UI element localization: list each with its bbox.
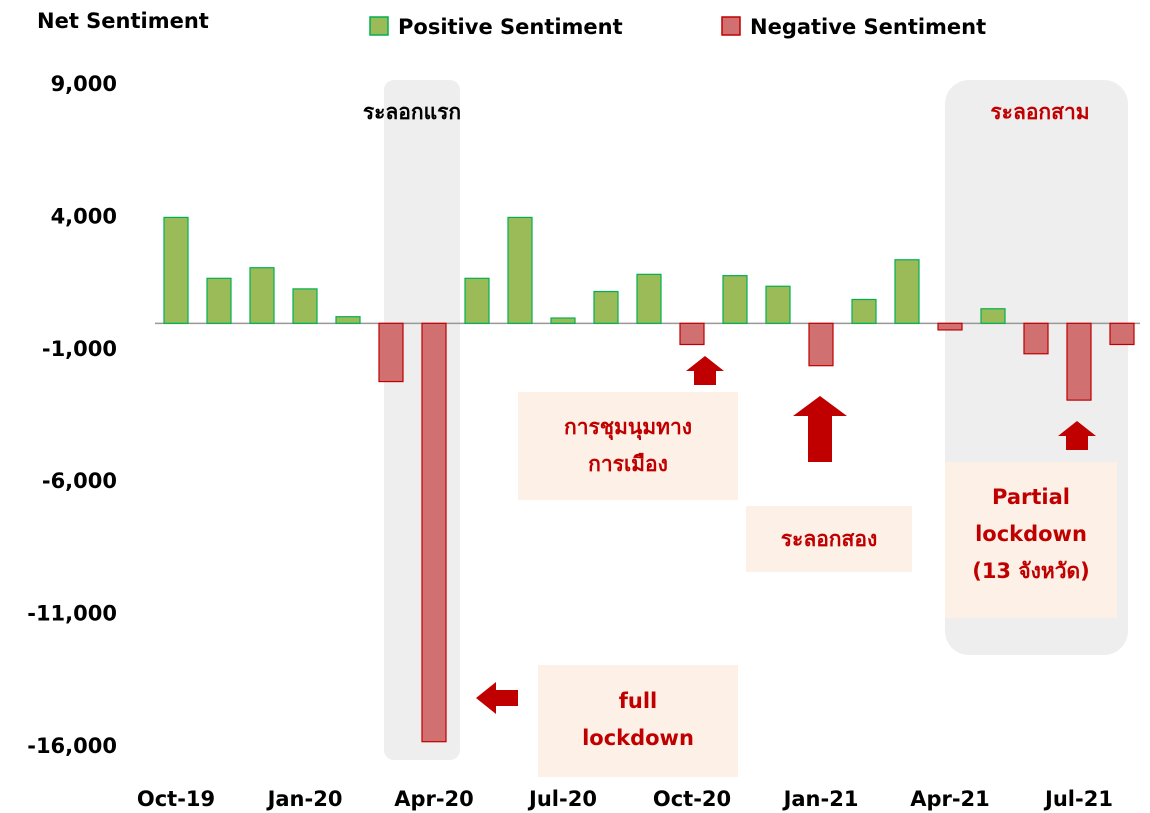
bar xyxy=(679,322,705,346)
arrow xyxy=(793,396,847,462)
bar xyxy=(980,308,1006,324)
bar xyxy=(636,273,662,324)
y-tick-label: -16,000 xyxy=(27,734,117,758)
bar xyxy=(335,316,361,324)
annotation: full xyxy=(619,689,657,713)
annotation: การเมือง xyxy=(588,452,668,476)
y-tick-label: 9,000 xyxy=(51,72,117,96)
bar xyxy=(507,216,533,324)
x-tick-label: Jan-20 xyxy=(266,787,343,811)
region-label: ระลอกสาม xyxy=(990,100,1089,124)
annotation: ระลอกสอง xyxy=(781,527,877,551)
annotation-box xyxy=(538,665,738,777)
bar xyxy=(292,288,318,324)
bar xyxy=(593,290,619,324)
y-tick-label: -1,000 xyxy=(42,337,117,361)
arrow xyxy=(476,682,518,714)
bar xyxy=(249,267,275,324)
legend-label: Positive Sentiment xyxy=(398,15,623,39)
bar xyxy=(163,216,189,324)
annotation-box xyxy=(518,392,738,500)
y-tick-label: -11,000 xyxy=(27,602,117,626)
annotation-box xyxy=(746,506,912,572)
bar xyxy=(206,277,232,324)
x-tick-label: Jul-20 xyxy=(527,787,597,811)
annotation-box xyxy=(945,462,1117,618)
region-label: ระลอกแรก xyxy=(363,100,461,124)
bar xyxy=(550,317,576,324)
bar xyxy=(808,322,834,367)
legend-swatch xyxy=(721,16,741,36)
bar xyxy=(421,322,447,743)
bar xyxy=(464,277,490,324)
bar xyxy=(1066,322,1092,401)
x-tick-label: Apr-21 xyxy=(910,787,990,811)
x-tick-label: Oct-20 xyxy=(653,787,731,811)
annotation: การชุมนุมทาง xyxy=(564,415,692,441)
bar xyxy=(765,285,791,324)
annotation: (13 จังหวัด) xyxy=(972,559,1090,583)
axis-title: Net Sentiment xyxy=(37,9,209,33)
bar xyxy=(378,322,404,383)
y-tick-label: -6,000 xyxy=(42,469,117,493)
y-tick-label: 4,000 xyxy=(51,204,117,228)
annotation: Partial xyxy=(992,485,1070,509)
annotation: lockdown xyxy=(975,522,1087,546)
bar xyxy=(1023,322,1049,355)
x-tick-label: Apr-20 xyxy=(394,787,474,811)
bar xyxy=(1109,322,1135,346)
bar xyxy=(937,322,963,331)
arrow xyxy=(686,356,724,385)
annotation: lockdown xyxy=(582,726,694,750)
x-tick-label: Jan-21 xyxy=(782,787,859,811)
bar xyxy=(894,259,920,324)
legend-swatch xyxy=(369,16,389,36)
x-tick-label: Oct-19 xyxy=(137,787,215,811)
arrow xyxy=(1058,421,1096,450)
legend-label: Negative Sentiment xyxy=(750,15,986,39)
bar xyxy=(851,298,877,324)
x-tick-label: Jul-21 xyxy=(1043,787,1113,811)
bar xyxy=(722,275,748,324)
